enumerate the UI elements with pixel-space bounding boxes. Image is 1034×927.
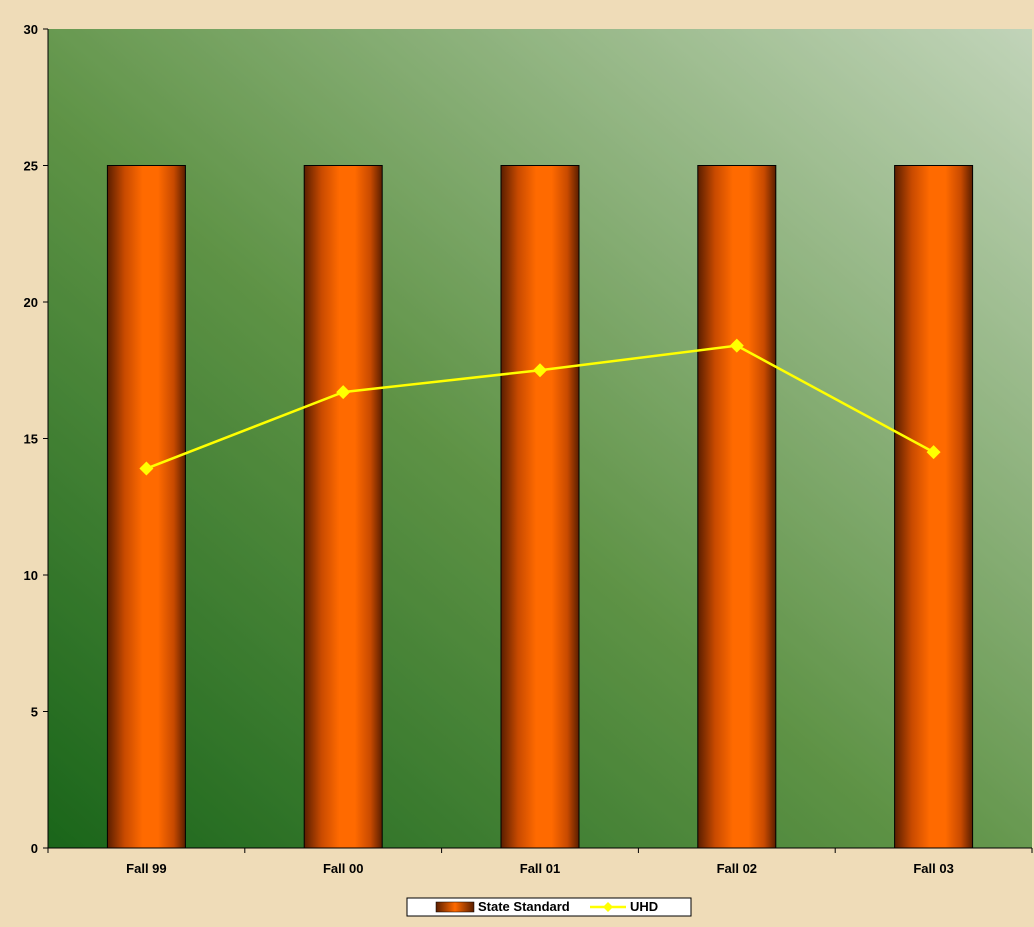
y-tick-label-3: 15 — [24, 432, 38, 447]
bar-state-standard-0 — [106, 165, 186, 849]
line-layer — [139, 338, 941, 476]
bar-state-standard-1 — [303, 165, 383, 849]
x-tick-label-2: Fall 01 — [520, 861, 560, 876]
x-ticks-layer: Fall 99 Fall 00 Fall 01 Fall 02 Fall 03 — [47, 848, 1033, 876]
legend-label-uhd: UHD — [630, 899, 658, 914]
y-tick-label-2: 10 — [24, 568, 38, 583]
point-uhd-3 — [729, 338, 744, 353]
point-uhd-4 — [926, 445, 941, 460]
y-tick-label-4: 20 — [24, 295, 38, 310]
y-tick-label-5: 25 — [24, 159, 38, 174]
point-uhd-0 — [139, 461, 154, 476]
bar-state-standard-3 — [697, 165, 777, 849]
y-tick-label-1: 5 — [31, 705, 38, 720]
bars-layer — [106, 165, 974, 849]
y-ticks-layer: 0 5 10 15 20 25 30 — [24, 22, 48, 856]
x-tick-label-3: Fall 02 — [717, 861, 757, 876]
x-tick-label-1: Fall 00 — [323, 861, 363, 876]
legend-swatch-uhd-marker — [603, 902, 613, 912]
legend: State Standard UHD — [406, 897, 692, 917]
bar-state-standard-4 — [894, 165, 974, 849]
y-tick-label-0: 0 — [31, 841, 38, 856]
bar-state-standard-2 — [500, 165, 580, 849]
point-uhd-2 — [533, 363, 547, 378]
x-tick-label-0: Fall 99 — [126, 861, 166, 876]
legend-swatch-state-standard — [435, 901, 475, 913]
y-tick-label-6: 30 — [24, 22, 38, 37]
x-tick-label-4: Fall 03 — [913, 861, 953, 876]
legend-label-state-standard: State Standard — [478, 899, 570, 914]
legend-box — [406, 897, 692, 917]
point-uhd-1 — [336, 385, 351, 400]
